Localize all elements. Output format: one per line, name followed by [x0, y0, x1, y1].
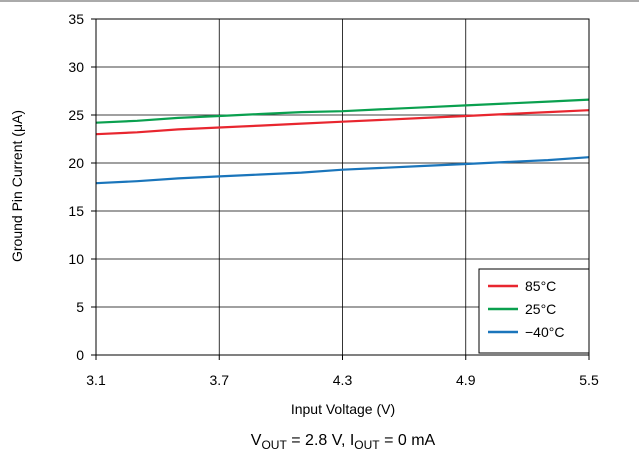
series-line [95, 109, 590, 136]
series-layer [95, 98, 590, 185]
caption-iout-value: = 0 mA [380, 432, 436, 449]
x-tick-label: 3.1 [86, 372, 106, 388]
tick-layer: 0 5 10 15 20 25 30 35 3.1 3.7 4.3 4.9 5.5 [68, 11, 599, 388]
caption-iout-symbol: I [350, 432, 354, 449]
legend-entries: 85°C 25°C −40°C [488, 278, 564, 340]
legend: 85°C 25°C −40°C [478, 268, 590, 354]
x-tick-label: 4.3 [333, 372, 353, 388]
legend-label: 85°C [525, 278, 556, 294]
caption-vout-symbol: V [251, 432, 262, 449]
x-tick-label: 4.9 [456, 372, 476, 388]
y-axis-title: Ground Pin Current (μA) [9, 110, 25, 262]
series-line [95, 98, 590, 124]
caption-vout-subscript: OUT [261, 438, 287, 452]
x-axis-title: Input Voltage (V) [291, 401, 395, 417]
y-tick-label: 35 [68, 11, 84, 27]
x-tick-label: 3.7 [210, 372, 230, 388]
y-tick-label: 0 [76, 347, 84, 363]
y-tick-label: 30 [68, 59, 84, 75]
x-tick-label: 5.5 [579, 372, 599, 388]
y-tick-label: 25 [68, 107, 84, 123]
caption-iout-subscript: OUT [354, 438, 380, 452]
legend-label: 25°C [525, 301, 556, 317]
legend-label: −40°C [525, 324, 564, 340]
caption-vout-value: = 2.8 V, [287, 432, 350, 449]
grid-layer [96, 19, 589, 355]
y-tick-label: 15 [68, 203, 84, 219]
y-tick-label: 20 [68, 155, 84, 171]
chart-caption: VOUT = 2.8 V, IOUT = 0 mA [251, 432, 436, 452]
y-tick-label: 5 [76, 299, 84, 315]
legend-box [478, 268, 590, 354]
series-line [95, 156, 590, 185]
y-tick-label: 10 [68, 251, 84, 267]
